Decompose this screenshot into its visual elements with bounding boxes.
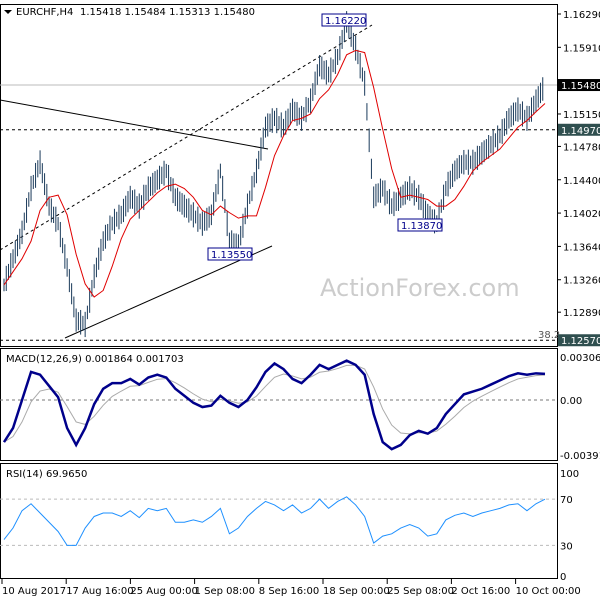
rsi-panel-frame xyxy=(0,463,558,579)
rsi-label: RSI(14) 69.9650 xyxy=(6,469,87,480)
symbol-label: EURCHF,H4 xyxy=(16,7,73,18)
macd-line xyxy=(2,359,546,451)
y-tick-label: 1.14780 xyxy=(563,142,600,153)
fib-label: 38.2 xyxy=(538,330,560,341)
y-tick-label: 1.13640 xyxy=(563,242,600,253)
rsi-tick-label: 70 xyxy=(560,495,573,506)
rsi-tick-label: 0 xyxy=(560,572,566,583)
price-tag-label: 1.15480 xyxy=(561,81,600,92)
price-tag xyxy=(558,123,600,136)
ohlc-readout: 1.15418 1.15484 1.15313 1.15480 xyxy=(80,7,255,18)
watermark: ActionForex.com xyxy=(320,274,520,302)
y-tick-label: 1.16290 xyxy=(563,10,600,21)
y-tick-label: 1.12890 xyxy=(563,308,600,319)
annotation-label: 1.13550 xyxy=(211,250,252,261)
x-tick-label: 10 Oct 00:00 xyxy=(516,586,581,597)
price-tag xyxy=(558,334,600,347)
x-tick-label: 10 Aug 2017 xyxy=(2,586,66,597)
y-tick-label: 1.15150 xyxy=(563,110,600,121)
x-tick-label: 25 Sep 08:00 xyxy=(387,586,454,597)
annotation-box xyxy=(207,247,253,261)
x-tick-label: 17 Aug 16:00 xyxy=(66,586,133,597)
macd-tick-label: 0.00 xyxy=(560,396,582,407)
x-tick-label: 18 Sep 00:00 xyxy=(323,586,390,597)
x-tick-label: 2 Oct 16:00 xyxy=(451,586,510,597)
annotation-label: 1.13870 xyxy=(401,221,442,232)
macd-signal-line xyxy=(3,364,546,443)
macd-tick-label: -0.003914 xyxy=(560,451,600,462)
macd-tick-label: 0.003063 xyxy=(560,353,600,364)
channel-line-dashed xyxy=(0,24,373,251)
y-tick-label: 1.13260 xyxy=(563,276,600,287)
y-tick-label: 1.15910 xyxy=(563,43,600,54)
collapse-triangle-icon[interactable] xyxy=(4,10,12,14)
y-tick-label: 1.14020 xyxy=(563,209,600,220)
trendline-lower xyxy=(64,245,273,339)
annotation-label: 1.16220 xyxy=(325,16,366,27)
x-tick-label: 1 Sep 08:00 xyxy=(195,586,255,597)
annotation-box xyxy=(397,218,443,232)
y-tick-label: 1.14400 xyxy=(563,176,600,187)
rsi-tick-label: 30 xyxy=(560,541,573,552)
macd-label: MACD(12,26,9) 0.001864 0.001703 xyxy=(6,354,184,365)
price-tag xyxy=(558,79,600,92)
x-tick-label: 25 Aug 00:00 xyxy=(130,586,197,597)
main-panel-frame xyxy=(0,4,558,347)
macd-panel-frame xyxy=(0,348,558,461)
price-tag-label: 1.12570 xyxy=(561,336,600,347)
rsi-tick-label: 100 xyxy=(560,469,579,480)
trendline-upper xyxy=(0,99,269,150)
x-tick-label: 8 Sep 16:00 xyxy=(259,586,319,597)
moving-average-line xyxy=(3,49,546,298)
price-tag-label: 1.14970 xyxy=(561,126,600,137)
annotation-box xyxy=(321,13,367,27)
rsi-line xyxy=(3,496,546,546)
